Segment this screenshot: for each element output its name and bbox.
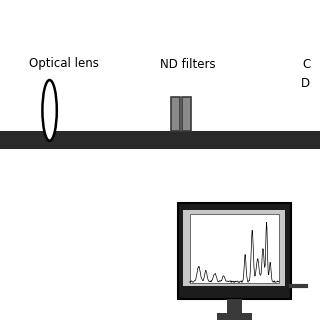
Ellipse shape <box>43 80 57 141</box>
Bar <box>217 313 252 320</box>
Bar <box>178 203 291 299</box>
Bar <box>183 210 285 286</box>
Bar <box>171 97 180 131</box>
Text: C: C <box>302 58 310 70</box>
Bar <box>48 131 51 141</box>
Text: Optical lens: Optical lens <box>29 58 99 70</box>
Bar <box>227 299 242 313</box>
Text: D: D <box>301 77 310 90</box>
Text: ND filters: ND filters <box>160 58 216 70</box>
Bar <box>190 214 279 283</box>
Bar <box>0 131 320 149</box>
Bar <box>182 97 191 131</box>
